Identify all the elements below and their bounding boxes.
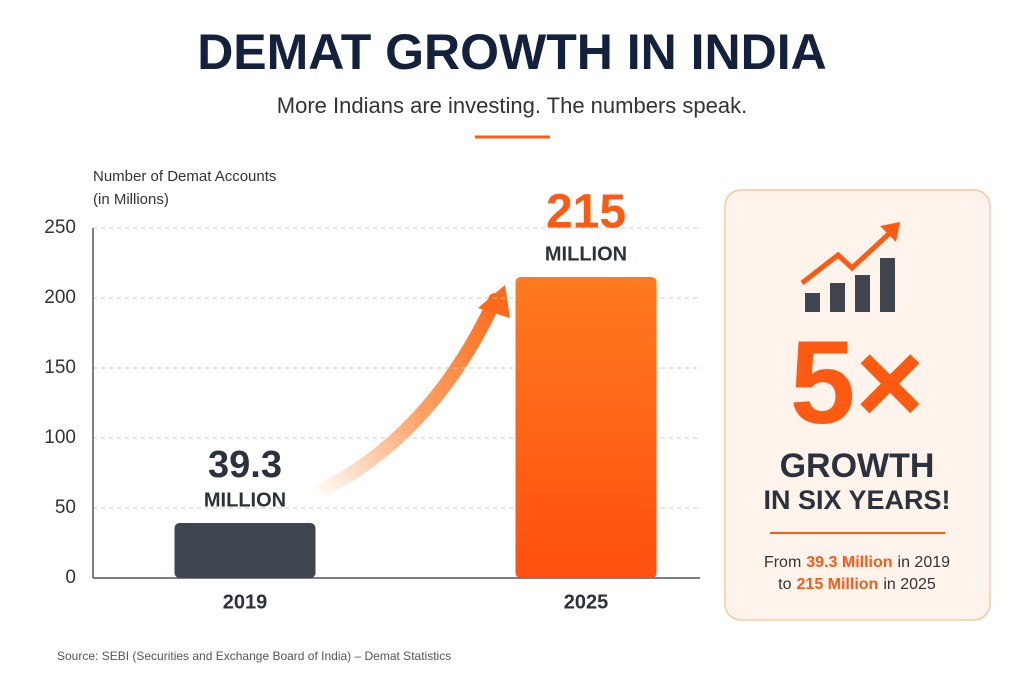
chart-subtitle: More Indians are investing. The numbers … (277, 93, 747, 118)
y-tick-label: 0 (65, 567, 76, 588)
panel-headline: GROWTH (780, 447, 935, 485)
source-note: Source: SEBI (Securities and Exchange Bo… (57, 649, 451, 663)
y-axis-label: Number of Demat Accounts (93, 168, 276, 185)
growth-arrow (305, 293, 502, 502)
value-label: 39.3 (208, 444, 282, 486)
panel-note: From 39.3 Million in 2019 (764, 554, 950, 571)
value-unit: MILLION (545, 243, 627, 265)
growth-icon (800, 222, 900, 312)
summary-panel (724, 189, 991, 621)
panel-note-part: in 2025 (883, 576, 936, 593)
value-label: 215 (546, 186, 626, 239)
panel-note-part: in 2019 (898, 554, 951, 571)
x-tick-label: 2019 (223, 591, 268, 613)
y-tick-label: 50 (55, 497, 76, 518)
chart-title: DEMAT GROWTH IN INDIA (197, 24, 827, 80)
panel-note-part: to (778, 576, 791, 593)
y-tick-label: 150 (44, 357, 76, 378)
panel-headline: IN SIX YEARS! (763, 485, 950, 515)
growth-arrow-head (478, 285, 510, 318)
x-tick-label: 2025 (564, 591, 609, 613)
panel-note-part: From (764, 554, 801, 571)
value-unit: MILLION (204, 489, 286, 511)
panel-note-part: 215 Million (797, 576, 879, 593)
bar (174, 522, 316, 578)
y-tick-label: 200 (44, 287, 76, 308)
multiplier: 5× (790, 317, 925, 449)
panel-note-part: 39.3 Million (806, 554, 892, 571)
panel-note: to 215 Million in 2025 (778, 576, 936, 593)
y-tick-label: 250 (44, 217, 76, 238)
y-tick-label: 100 (44, 427, 76, 448)
y-axis-label: (in Millions) (93, 191, 169, 208)
bar (515, 277, 657, 578)
